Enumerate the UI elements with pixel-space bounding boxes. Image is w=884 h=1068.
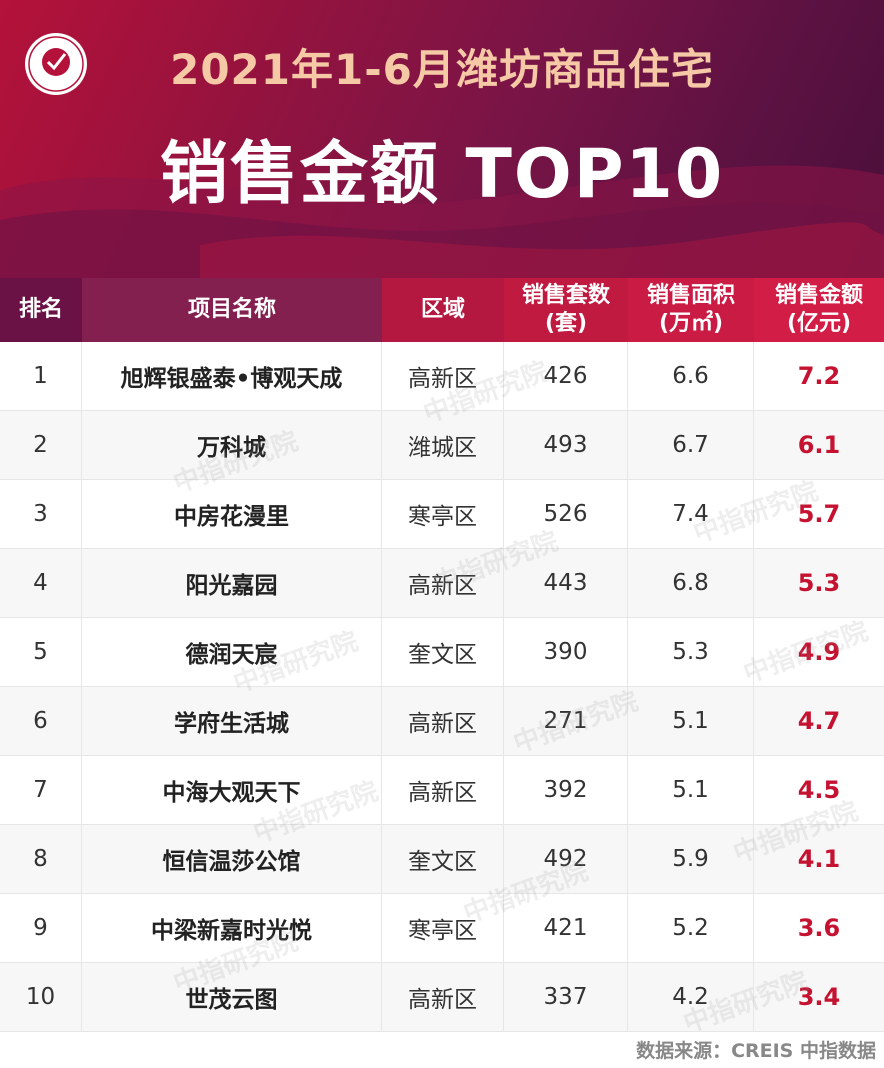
cell-name: 德润天宸	[82, 618, 382, 687]
cell-amount: 6.1	[754, 411, 884, 480]
cell-name: 万科城	[82, 411, 382, 480]
cell-rank: 9	[0, 894, 82, 963]
title-line2: 销售金额 TOP10	[159, 135, 725, 214]
table-body: 1 旭辉银盛泰•博观天成 高新区 426 6.6 7.2 2 万科城 潍城区 4…	[0, 342, 884, 1039]
cell-amount: 4.5	[754, 756, 884, 825]
table-row: 10 世茂云图 高新区 337 4.2 3.4	[0, 963, 884, 1032]
cell-units: 526	[504, 480, 628, 549]
banner-wave-decoration	[0, 165, 884, 278]
cell-name: 中梁新嘉时光悦	[82, 894, 382, 963]
cell-area: 5.2	[628, 894, 754, 963]
header-name: 项目名称	[82, 278, 382, 342]
table-row: 8 恒信温莎公馆 奎文区 492 5.9 4.1	[0, 825, 884, 894]
cell-rank: 8	[0, 825, 82, 894]
cell-rank: 2	[0, 411, 82, 480]
cell-area: 5.9	[628, 825, 754, 894]
cell-name: 阳光嘉园	[82, 549, 382, 618]
cell-area: 6.6	[628, 342, 754, 411]
cell-name: 旭辉银盛泰•博观天成	[82, 342, 382, 411]
header-units: 销售套数 (套)	[504, 278, 628, 342]
cell-amount: 3.6	[754, 894, 884, 963]
cell-name: 恒信温莎公馆	[82, 825, 382, 894]
cell-units: 337	[504, 963, 628, 1032]
cell-units: 493	[504, 411, 628, 480]
cell-area: 4.2	[628, 963, 754, 1032]
cell-district: 潍城区	[382, 411, 504, 480]
table-row: 9 中梁新嘉时光悦 寒亭区 421 5.2 3.6	[0, 894, 884, 963]
table-row: 7 中海大观天下 高新区 392 5.1 4.5	[0, 756, 884, 825]
cell-name: 中房花漫里	[82, 480, 382, 549]
cell-area: 5.1	[628, 756, 754, 825]
cell-amount: 3.4	[754, 963, 884, 1032]
cell-units: 392	[504, 756, 628, 825]
cell-district: 奎文区	[382, 618, 504, 687]
cell-rank: 3	[0, 480, 82, 549]
cell-district: 奎文区	[382, 825, 504, 894]
cell-units: 492	[504, 825, 628, 894]
cell-name: 学府生活城	[82, 687, 382, 756]
header-district: 区域	[382, 278, 504, 342]
cell-rank: 4	[0, 549, 82, 618]
cell-amount: 7.2	[754, 342, 884, 411]
cell-rank: 1	[0, 342, 82, 411]
ranking-table: 排名 项目名称 区域 销售套数 (套) 销售面积 (万㎡) 销售金额 (亿元) 1 旭…	[0, 278, 884, 1039]
header-banner: 2021年1-6月潍坊商品住宅 销售金额 TOP10	[0, 0, 884, 278]
table-row: 2 万科城 潍城区 493 6.7 6.1	[0, 411, 884, 480]
cell-units: 443	[504, 549, 628, 618]
cell-area: 6.7	[628, 411, 754, 480]
cell-units: 426	[504, 342, 628, 411]
cell-name: 中海大观天下	[82, 756, 382, 825]
cell-district: 寒亭区	[382, 894, 504, 963]
header-rank: 排名	[0, 278, 82, 342]
cell-district: 高新区	[382, 963, 504, 1032]
cell-units: 271	[504, 687, 628, 756]
logo	[24, 32, 88, 96]
cell-district: 寒亭区	[382, 480, 504, 549]
cell-rank: 10	[0, 963, 82, 1032]
cell-amount: 5.7	[754, 480, 884, 549]
title-line1: 2021年1-6月潍坊商品住宅	[170, 45, 714, 94]
cell-area: 5.3	[628, 618, 754, 687]
table-header: 排名 项目名称 区域 销售套数 (套) 销售面积 (万㎡) 销售金额 (亿元)	[0, 278, 884, 342]
header-area: 销售面积 (万㎡)	[628, 278, 754, 342]
header-amount: 销售金额 (亿元)	[754, 278, 884, 342]
cell-units: 390	[504, 618, 628, 687]
cell-district: 高新区	[382, 549, 504, 618]
cell-rank: 5	[0, 618, 82, 687]
cell-area: 7.4	[628, 480, 754, 549]
cell-amount: 5.3	[754, 549, 884, 618]
cell-district: 高新区	[382, 687, 504, 756]
table-row: 6 学府生活城 高新区 271 5.1 4.7	[0, 687, 884, 756]
cell-units: 421	[504, 894, 628, 963]
cell-area: 6.8	[628, 549, 754, 618]
cell-rank: 6	[0, 687, 82, 756]
cell-amount: 4.7	[754, 687, 884, 756]
cell-amount: 4.9	[754, 618, 884, 687]
cell-rank: 7	[0, 756, 82, 825]
table-row: 5 德润天宸 奎文区 390 5.3 4.9	[0, 618, 884, 687]
table-row: 4 阳光嘉园 高新区 443 6.8 5.3	[0, 549, 884, 618]
table-row: 3 中房花漫里 寒亭区 526 7.4 5.7	[0, 480, 884, 549]
cell-district: 高新区	[382, 756, 504, 825]
cell-area: 5.1	[628, 687, 754, 756]
cell-district: 高新区	[382, 342, 504, 411]
data-source: 数据来源：CREIS 中指数据	[636, 1040, 876, 1062]
cell-name: 世茂云图	[82, 963, 382, 1032]
cell-amount: 4.1	[754, 825, 884, 894]
table-row: 1 旭辉银盛泰•博观天成 高新区 426 6.6 7.2	[0, 342, 884, 411]
